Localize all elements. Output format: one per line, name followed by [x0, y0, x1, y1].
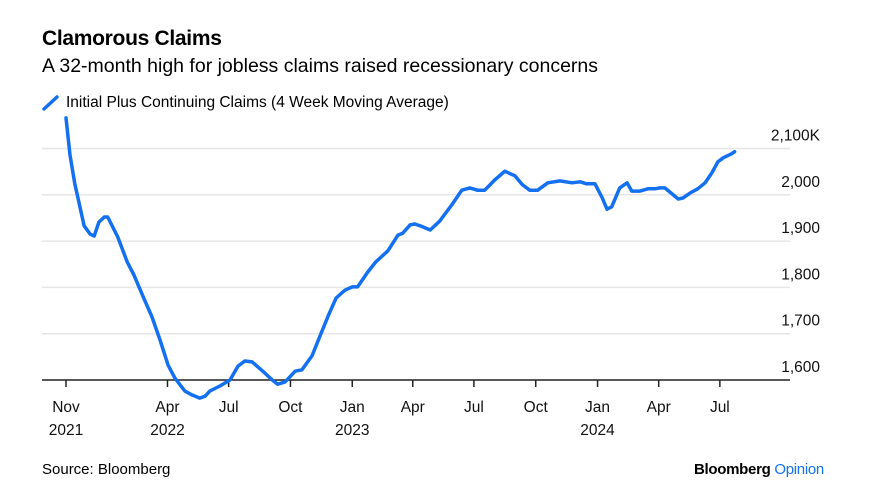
x-tick-label: Jul	[710, 399, 730, 416]
y-tick-label: 2,000	[781, 174, 820, 191]
x-tick-year: 2022	[150, 422, 184, 439]
x-tick-label: Nov	[52, 399, 80, 416]
x-tick-label: Apr	[647, 399, 671, 416]
legend-line-icon	[42, 95, 59, 111]
x-tick-label: Jan	[340, 399, 365, 416]
brand-name: Bloomberg	[694, 461, 771, 478]
chart-subtitle: A 32-month high for jobless claims raise…	[42, 55, 599, 77]
x-tick-year: 2024	[580, 422, 615, 439]
x-tick-label: Jul	[464, 399, 484, 416]
x-tick-label: Jul	[219, 399, 239, 416]
x-tick-year: 2023	[335, 422, 369, 439]
x-tick-year: 2021	[49, 422, 83, 439]
chart-title: Clamorous Claims	[42, 27, 222, 50]
y-tick-label: 1,800	[781, 266, 820, 283]
line-chart: 2,100K 2,000 1,900 1,800 1,700 1,600 Nov 2021 A…	[42, 116, 821, 439]
source-note: Source: Bloomberg	[42, 461, 171, 478]
y-tick-label: 2,100K	[771, 128, 821, 145]
legend: Initial Plus Continuing Claims (4 Week M…	[42, 94, 449, 112]
series-line-claims	[64, 116, 737, 400]
x-tick-label: Apr	[155, 399, 179, 416]
y-tick-label: 1,600	[781, 359, 820, 376]
y-tick-label: 1,900	[781, 220, 820, 237]
x-tick-label: Apr	[401, 399, 425, 416]
x-tick-label: Oct	[278, 399, 303, 416]
brand-suffix: Opinion	[774, 461, 824, 478]
brand-logo: Bloomberg Opinion	[694, 461, 824, 478]
x-tick-label: Oct	[524, 399, 549, 416]
y-tick-label: 1,700	[781, 313, 820, 330]
x-tick-label: Jan	[585, 399, 610, 416]
legend-label: Initial Plus Continuing Claims (4 Week M…	[66, 94, 449, 111]
